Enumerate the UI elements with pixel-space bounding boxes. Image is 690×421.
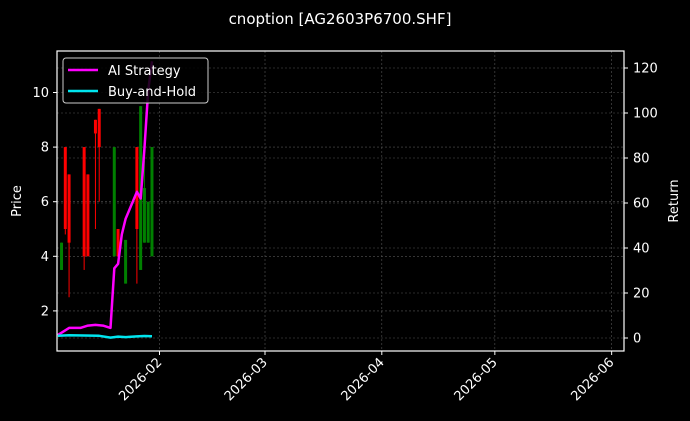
candle-body <box>63 147 67 229</box>
candle-body <box>146 201 150 243</box>
buy-and-hold-line <box>57 334 153 339</box>
candle-body <box>67 174 71 243</box>
y-left-tick-label: 2 <box>41 304 49 319</box>
candle-body <box>135 147 139 229</box>
candle-body <box>93 119 97 134</box>
y-axis-right-label: Return <box>667 179 682 222</box>
candle-body <box>142 188 146 243</box>
legend-buy-and-hold-label: Buy-and-Hold <box>108 85 196 100</box>
legend: AI Strategy Buy-and-Hold <box>62 57 209 104</box>
y-right-tick-label: 40 <box>633 242 650 257</box>
y-right-tick-label: 120 <box>633 62 658 77</box>
y-right-tick-label: 60 <box>633 197 650 212</box>
candle-body <box>86 174 90 257</box>
candle-body <box>150 147 154 257</box>
candle-body <box>97 108 101 148</box>
y-right-tick-label: 0 <box>633 332 641 347</box>
return-lines <box>57 61 154 339</box>
y-axis-left-label: Price <box>10 185 25 217</box>
y-left-tick-label: 4 <box>41 250 49 265</box>
plot-frame <box>56 50 625 352</box>
candle-body <box>124 239 128 284</box>
candle-body <box>116 229 120 257</box>
chart-title: cnoption [AG2603P6700.SHF] <box>229 10 452 28</box>
grid-lines <box>57 51 624 351</box>
ai-strategy-line <box>57 61 154 337</box>
y-right-tick-label: 80 <box>633 152 650 167</box>
y-right-tick-label: 100 <box>633 107 658 122</box>
candlesticks <box>60 106 154 298</box>
legend-ai-strategy-label: AI Strategy <box>108 64 181 79</box>
y-right-tick-label: 20 <box>633 287 650 302</box>
y-left-tick-label: 10 <box>32 86 49 101</box>
y-left-tick-label: 8 <box>41 141 49 156</box>
candle-body <box>82 147 86 257</box>
candle-body <box>112 147 116 257</box>
candle-body <box>60 242 64 270</box>
y-left-tick-label: 6 <box>41 195 49 210</box>
